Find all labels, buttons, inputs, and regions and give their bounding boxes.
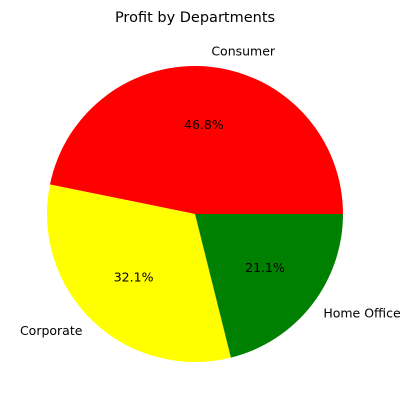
pie-slices (47, 66, 343, 362)
pie-slice-consumer (50, 66, 343, 214)
slice-label-consumer: Consumer (211, 44, 276, 59)
chart-title: Profit by Departments (115, 10, 275, 26)
slice-label-home-office: Home Office (323, 306, 401, 321)
slice-label-corporate: Corporate (20, 323, 83, 338)
pct-label-home-office: 21.1% (245, 260, 285, 275)
pct-label-corporate: 32.1% (114, 270, 154, 285)
pct-label-consumer: 46.8% (184, 117, 224, 132)
